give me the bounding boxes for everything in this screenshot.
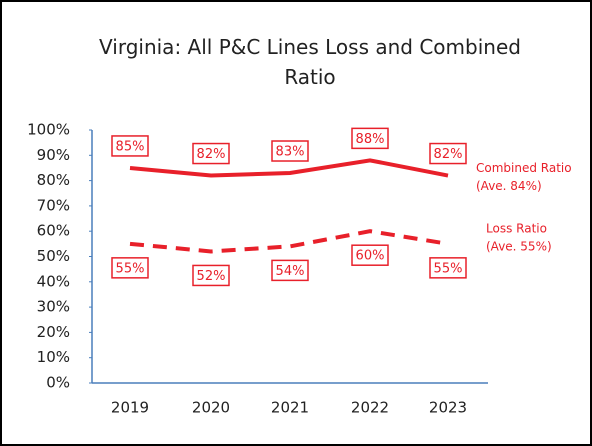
- y-tick-label: 10%: [37, 348, 70, 366]
- data-label-box: [429, 142, 467, 165]
- x-tick-label: 2022: [351, 399, 389, 417]
- series-name: Loss Ratio: [486, 221, 547, 235]
- data-label: 55%: [116, 261, 145, 276]
- chart-title: Virginia: All P&C Lines Loss and Combine…: [99, 35, 521, 89]
- data-label: 82%: [197, 147, 226, 162]
- series-line: [129, 158, 449, 178]
- x-tick-label: 2019: [111, 399, 149, 417]
- data-label-box: [271, 140, 309, 162]
- data-label: 82%: [434, 147, 463, 162]
- data-label-box: [111, 257, 149, 279]
- data-label: 55%: [434, 261, 463, 276]
- data-label-box: [271, 259, 309, 282]
- y-tick-label: 100%: [27, 121, 70, 139]
- series-line: [129, 229, 449, 254]
- series-name: Combined Ratio: [476, 161, 572, 175]
- data-label-box: [429, 257, 467, 279]
- y-tick-label: 70%: [37, 196, 70, 214]
- x-tick-label: 2020: [192, 399, 230, 417]
- data-label-box: [192, 142, 230, 165]
- x-tick-label: 2021: [271, 399, 309, 417]
- data-label: 85%: [116, 139, 145, 154]
- y-tick-label: 20%: [37, 323, 70, 341]
- data-label: 88%: [356, 132, 385, 147]
- data-label: 83%: [276, 145, 305, 160]
- data-label-box: [351, 244, 389, 266]
- y-tick-label: 0%: [46, 374, 70, 392]
- data-label: 60%: [356, 249, 385, 264]
- y-tick-label: 80%: [37, 171, 70, 189]
- data-label-box: [111, 135, 149, 157]
- y-tick-label: 60%: [37, 222, 70, 240]
- y-tick-label: 50%: [37, 247, 70, 265]
- data-label: 52%: [197, 269, 226, 284]
- y-tick-label: 30%: [37, 298, 70, 316]
- y-tick-label: 40%: [37, 272, 70, 290]
- data-label: 54%: [276, 264, 305, 279]
- y-tick-label: 90%: [37, 146, 70, 164]
- series-note: (Ave. 84%): [476, 179, 542, 193]
- data-label-box: [192, 264, 230, 287]
- series-note: (Ave. 55%): [486, 239, 552, 253]
- x-tick-label: 2023: [429, 399, 467, 417]
- data-label-box: [351, 127, 389, 150]
